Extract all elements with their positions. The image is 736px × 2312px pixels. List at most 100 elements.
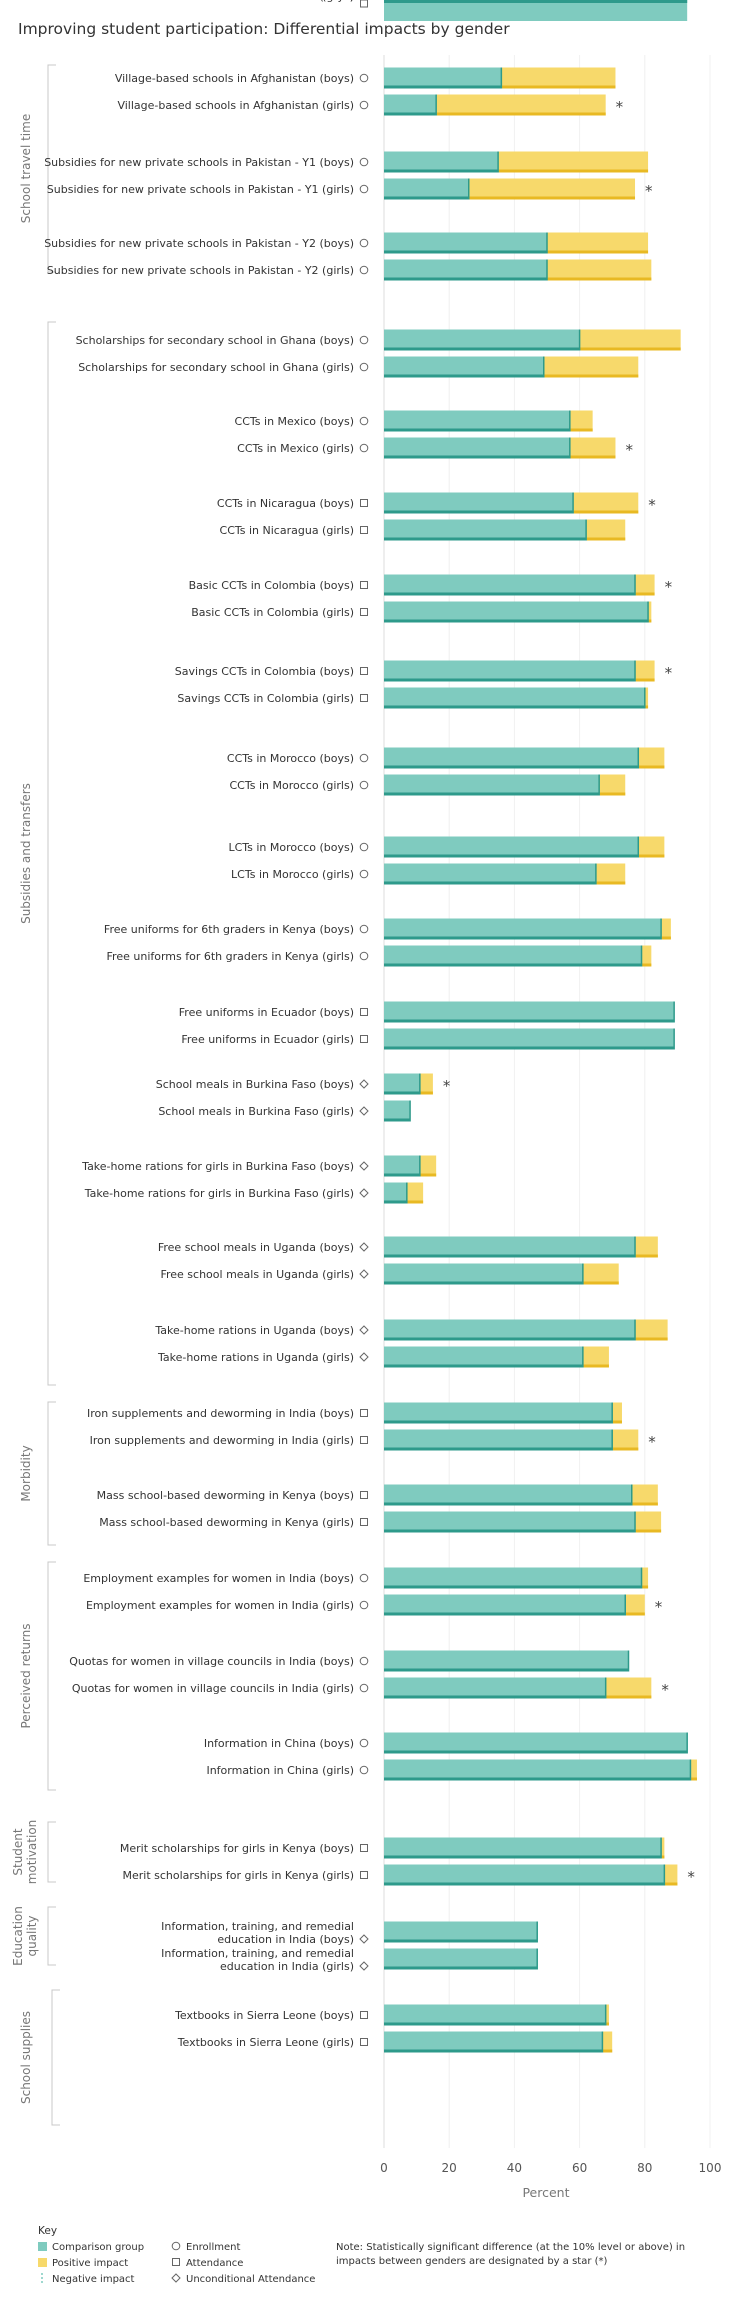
- row-label: Iron supplements and deworming in India …: [90, 1434, 354, 1447]
- enrollment-icon: [359, 335, 369, 345]
- bar-comparison: [384, 67, 502, 89]
- significance-star: *: [655, 1598, 663, 1616]
- significance-star: *: [687, 1868, 695, 1886]
- x-tick-label: 100: [699, 2161, 722, 2175]
- bar-comparison-edge: [384, 1882, 665, 1886]
- gridlines: [383, 55, 711, 2148]
- enrollment-icon: [359, 869, 369, 879]
- significance-star: *: [625, 441, 633, 459]
- bar-comparison-edge: [384, 678, 636, 682]
- row-label: Employment examples for women in India (…: [86, 1599, 354, 1612]
- bar-positive-edge: [635, 678, 655, 682]
- enrollment-icon: [171, 2241, 181, 2251]
- bar-positive-edge: [579, 347, 681, 351]
- bar-positive: [419, 1073, 433, 1095]
- row-label: Subsidies for new private schools in Pak…: [47, 264, 354, 277]
- bar-positive: [612, 1429, 639, 1451]
- bar-comparison: [384, 259, 547, 281]
- bar-comparison-edge: [384, 112, 437, 116]
- row-free-uniforms-for-6th-graders-in-kenya-girls: Free uniforms for 6th graders in Kenya (…: [107, 945, 652, 967]
- bar-positive: [635, 574, 655, 596]
- bar-comparison: [384, 1732, 688, 1754]
- row-label: Subsidies for new private schools in Pak…: [44, 237, 354, 250]
- row-ccts-in-nicaragua-girls: CCTs in Nicaragua (girls): [220, 519, 626, 541]
- bar-comparison: [384, 1511, 636, 1533]
- bar-comparison-edge: [384, 1695, 606, 1699]
- row-label: CCTs in Nicaragua (boys): [217, 497, 354, 510]
- bar-comparison-edge: [384, 1019, 675, 1023]
- row-label: Merit scholarships for girls in Kenya (b…: [120, 1842, 354, 1855]
- bar-positive: [582, 1263, 619, 1285]
- bar-comparison: [384, 1073, 420, 1095]
- row-scholarships-for-secondary-school-in-ghana-boys: Scholarships for secondary school in Gha…: [76, 329, 681, 351]
- attendance-icon: [360, 1409, 368, 1417]
- row-subsidies-for-new-private-schools-in-pakistan-y2-boys: Subsidies for new private schools in Pak…: [44, 232, 649, 254]
- group-bracket: [51, 1989, 60, 2126]
- row-free-school-meals-in-uganda-boys: Free school meals in Uganda (boys): [158, 1236, 658, 1258]
- attendance-icon: [360, 526, 368, 534]
- bar-positive-edge: [595, 881, 626, 885]
- attendance-icon: [360, 0, 368, 8]
- bar-comparison-edge: [384, 1612, 626, 1616]
- row-label: Scholarships for secondary school in Gha…: [76, 334, 354, 347]
- bar-comparison-edge: [384, 1200, 407, 1204]
- bar-comparison: [384, 687, 645, 709]
- row-label: Merit scholarships for girls in Kenya (g…: [123, 1869, 355, 1882]
- row-iron-supplements-and-deworming-in-india-boys: Iron supplements and deworming in India …: [87, 1402, 622, 1424]
- enrollment-icon: [359, 1600, 369, 1610]
- row-savings-ccts-in-colombia-boys: Savings CCTs in Colombia (boys) *: [175, 660, 673, 682]
- significance-star: *: [661, 1681, 669, 1699]
- bar-comparison-edge: [384, 792, 600, 796]
- significance-star: *: [665, 578, 673, 596]
- unconditional-attendance-icon: [171, 2273, 181, 2283]
- bar-positive-edge: [468, 196, 636, 200]
- bar-positive: [644, 687, 649, 709]
- bar-positive: [661, 1837, 665, 1859]
- bar-comparison: [384, 1484, 632, 1506]
- row-label: Subsidies for new private schools in Pak…: [44, 156, 354, 169]
- bar-comparison: [384, 2004, 606, 2026]
- row-ccts-in-mexico-girls: CCTs in Mexico (girls) *: [237, 437, 633, 459]
- bar-comparison-edge: [384, 250, 547, 254]
- bar-comparison-edge: [384, 1091, 420, 1095]
- row-mass-school-based-deworming-in-kenya-boys: Mass school-based deworming in Kenya (bo…: [97, 1484, 658, 1506]
- legend-symbol-unconditional: Unconditional Attendance: [186, 2274, 315, 2285]
- bar-comparison-edge: [384, 2022, 606, 2026]
- row-label: Free uniforms in Ecuador (boys): [179, 1006, 354, 1019]
- row-label: Mass school-based deworming in Kenya (gi…: [99, 1516, 354, 1529]
- bar-positive: [638, 747, 665, 769]
- bar-comparison: [384, 0, 688, 21]
- attendance-icon: [360, 694, 368, 702]
- x-axis: Percent 0 20 40 60 80 100: [380, 2161, 721, 2200]
- group-label: School travel time: [19, 114, 33, 223]
- bar-comparison: [384, 1155, 420, 1177]
- bar-positive: [595, 863, 626, 885]
- row-basic-ccts-in-colombia-boys: Basic CCTs in Colombia (boys) *: [189, 574, 673, 596]
- group-bracket: [47, 1821, 56, 1883]
- row-label: CCTs in Mexico (boys): [235, 415, 354, 428]
- bar-comparison-edge: [384, 1939, 538, 1943]
- bar-positive-edge: [582, 1281, 619, 1285]
- group-label: School supplies: [19, 2011, 33, 2104]
- row-information-training-and-remedial-education-in-india-girls: Information, training, and remedialeduca…: [161, 1947, 538, 1973]
- x-tick-label: 80: [637, 2161, 652, 2175]
- row-label: Information in China (boys): [204, 1737, 354, 1750]
- bar-comparison: [384, 151, 499, 173]
- bar-positive: [635, 660, 655, 682]
- row-subsidies-for-new-private-schools-in-pakistan-y1-boys: Subsidies for new private schools in Pak…: [44, 151, 649, 173]
- bar-comparison-edge: [384, 1118, 411, 1122]
- row-label: Take-home rations in Uganda (boys): [154, 1324, 354, 1337]
- row-ccts-in-morocco-girls: CCTs in Morocco (girls): [230, 774, 626, 796]
- significance-star: *: [616, 98, 624, 116]
- row-label: Village-based schools in Afghanistan (bo…: [115, 72, 354, 85]
- row-basic-ccts-in-colombia-girls: Basic CCTs in Colombia (girls): [191, 601, 652, 623]
- bar-positive: [582, 1346, 609, 1368]
- attendance-icon: [360, 1871, 368, 1879]
- row-information-in-china-girls: Information in China (girls): [206, 1759, 697, 1781]
- bar-comparison-edge: [384, 374, 544, 378]
- row-label: CCTs in Nicaragua (girls): [220, 524, 354, 537]
- bar-comparison: [384, 863, 596, 885]
- row-label: Information, training, and remedial: [161, 1920, 354, 1933]
- enrollment-icon: [359, 753, 369, 763]
